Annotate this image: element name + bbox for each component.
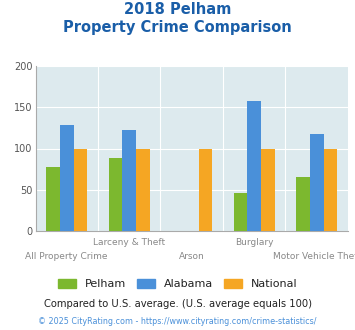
Bar <box>73 148 87 231</box>
Bar <box>323 148 337 231</box>
Bar <box>198 148 212 231</box>
Text: © 2025 CityRating.com - https://www.cityrating.com/crime-statistics/: © 2025 CityRating.com - https://www.city… <box>38 317 317 326</box>
Bar <box>46 167 60 231</box>
Text: 2018 Pelham: 2018 Pelham <box>124 2 231 16</box>
Text: Arson: Arson <box>179 252 204 261</box>
Text: Compared to U.S. average. (U.S. average equals 100): Compared to U.S. average. (U.S. average … <box>44 299 311 309</box>
Legend: Pelham, Alabama, National: Pelham, Alabama, National <box>53 275 302 294</box>
Bar <box>122 130 136 231</box>
Text: Property Crime Comparison: Property Crime Comparison <box>63 20 292 35</box>
Bar <box>60 125 73 231</box>
Bar <box>296 178 310 231</box>
Text: Burglary: Burglary <box>235 238 273 247</box>
Bar <box>136 148 150 231</box>
Bar <box>109 158 122 231</box>
Bar <box>310 135 323 231</box>
Text: All Property Crime: All Property Crime <box>26 252 108 261</box>
Bar <box>261 148 275 231</box>
Bar <box>234 193 247 231</box>
Bar <box>247 101 261 231</box>
Text: Larceny & Theft: Larceny & Theft <box>93 238 165 247</box>
Text: Motor Vehicle Theft: Motor Vehicle Theft <box>273 252 355 261</box>
